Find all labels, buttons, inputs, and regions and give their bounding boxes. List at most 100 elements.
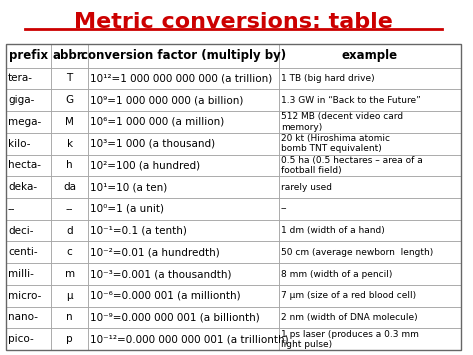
Text: d: d bbox=[66, 225, 73, 236]
Text: 10⁻²=0.01 (a hundredth): 10⁻²=0.01 (a hundredth) bbox=[90, 247, 219, 257]
Text: deka-: deka- bbox=[8, 182, 37, 192]
Bar bbox=[6, 307, 52, 328]
Bar bbox=[52, 285, 88, 307]
Bar bbox=[52, 89, 88, 111]
Bar bbox=[279, 220, 461, 241]
Bar bbox=[88, 111, 279, 133]
Bar bbox=[88, 328, 279, 350]
Bar bbox=[88, 241, 279, 263]
Bar bbox=[6, 241, 52, 263]
Text: da: da bbox=[63, 182, 76, 192]
Text: --: -- bbox=[280, 204, 287, 213]
Text: 7 μm (size of a red blood cell): 7 μm (size of a red blood cell) bbox=[280, 291, 416, 300]
Bar bbox=[6, 133, 52, 154]
Bar bbox=[279, 44, 461, 67]
Bar bbox=[279, 263, 461, 285]
Text: milli-: milli- bbox=[8, 269, 34, 279]
Bar bbox=[279, 111, 461, 133]
Bar bbox=[6, 89, 52, 111]
Text: n: n bbox=[66, 312, 73, 322]
Bar bbox=[52, 67, 88, 89]
Text: 10¹²=1 000 000 000 000 (a trillion): 10¹²=1 000 000 000 000 (a trillion) bbox=[90, 73, 272, 83]
Text: micro-: micro- bbox=[8, 291, 41, 301]
Bar bbox=[52, 111, 88, 133]
Bar bbox=[52, 241, 88, 263]
Bar bbox=[88, 220, 279, 241]
Text: 10⁰=1 (a unit): 10⁰=1 (a unit) bbox=[90, 204, 164, 214]
Text: 1.3 GW in “Back to the Future”: 1.3 GW in “Back to the Future” bbox=[280, 96, 420, 105]
Text: M: M bbox=[65, 117, 74, 127]
Text: conversion factor (multiply by): conversion factor (multiply by) bbox=[81, 49, 286, 62]
Text: abbr.: abbr. bbox=[53, 49, 87, 62]
Bar bbox=[279, 89, 461, 111]
Bar bbox=[6, 154, 52, 176]
Text: tera-: tera- bbox=[8, 73, 33, 83]
Bar bbox=[52, 176, 88, 198]
Text: nano-: nano- bbox=[8, 312, 38, 322]
Text: deci-: deci- bbox=[8, 225, 34, 236]
Text: 0.5 ha (0.5 hectares – area of a
football field): 0.5 ha (0.5 hectares – area of a footbal… bbox=[280, 156, 422, 175]
Text: --: -- bbox=[66, 204, 73, 214]
Bar bbox=[88, 285, 279, 307]
Text: 10⁻³=0.001 (a thousandth): 10⁻³=0.001 (a thousandth) bbox=[90, 269, 231, 279]
Text: 20 kt (Hiroshima atomic
bomb TNT equivalent): 20 kt (Hiroshima atomic bomb TNT equival… bbox=[280, 134, 390, 153]
Bar bbox=[6, 44, 461, 350]
Bar bbox=[279, 154, 461, 176]
Bar bbox=[279, 67, 461, 89]
Bar bbox=[52, 263, 88, 285]
Text: T: T bbox=[67, 73, 73, 83]
Text: hecta-: hecta- bbox=[8, 160, 41, 170]
Text: 10³=1 000 (a thousand): 10³=1 000 (a thousand) bbox=[90, 139, 215, 149]
Text: 512 MB (decent video card
memory): 512 MB (decent video card memory) bbox=[280, 112, 403, 132]
Text: kilo-: kilo- bbox=[8, 139, 30, 149]
Text: 10¹=10 (a ten): 10¹=10 (a ten) bbox=[90, 182, 167, 192]
Text: 2 nm (width of DNA molecule): 2 nm (width of DNA molecule) bbox=[280, 313, 417, 322]
Bar bbox=[6, 198, 52, 220]
Bar bbox=[6, 67, 52, 89]
Bar bbox=[88, 89, 279, 111]
Bar bbox=[6, 220, 52, 241]
Text: 10⁹=1 000 000 000 (a billion): 10⁹=1 000 000 000 (a billion) bbox=[90, 95, 243, 105]
Bar bbox=[279, 133, 461, 154]
Text: c: c bbox=[67, 247, 72, 257]
Text: h: h bbox=[66, 160, 73, 170]
Bar bbox=[6, 285, 52, 307]
Bar bbox=[52, 328, 88, 350]
Bar bbox=[279, 328, 461, 350]
Bar bbox=[88, 307, 279, 328]
Text: pico-: pico- bbox=[8, 334, 34, 344]
Text: 1 dm (width of a hand): 1 dm (width of a hand) bbox=[280, 226, 385, 235]
Bar bbox=[88, 67, 279, 89]
Text: 10⁻¹²=0.000 000 000 001 (a trillionth): 10⁻¹²=0.000 000 000 001 (a trillionth) bbox=[90, 334, 289, 344]
Text: G: G bbox=[66, 95, 74, 105]
Text: 10²=100 (a hundred): 10²=100 (a hundred) bbox=[90, 160, 200, 170]
Bar bbox=[279, 198, 461, 220]
Bar bbox=[6, 111, 52, 133]
Text: centi-: centi- bbox=[8, 247, 37, 257]
Text: Metric conversions: table: Metric conversions: table bbox=[74, 12, 393, 32]
Bar bbox=[88, 133, 279, 154]
Bar bbox=[88, 154, 279, 176]
Bar bbox=[6, 176, 52, 198]
Bar bbox=[279, 285, 461, 307]
Text: p: p bbox=[66, 334, 73, 344]
Text: 1 TB (big hard drive): 1 TB (big hard drive) bbox=[280, 74, 374, 83]
Text: giga-: giga- bbox=[8, 95, 34, 105]
Text: rarely used: rarely used bbox=[280, 182, 332, 192]
Bar bbox=[88, 176, 279, 198]
Bar bbox=[52, 154, 88, 176]
Text: 8 mm (width of a pencil): 8 mm (width of a pencil) bbox=[280, 269, 392, 279]
Text: 1 ps laser (produces a 0.3 mm
light pulse): 1 ps laser (produces a 0.3 mm light puls… bbox=[280, 329, 419, 349]
Bar bbox=[52, 133, 88, 154]
Text: 10⁶=1 000 000 (a million): 10⁶=1 000 000 (a million) bbox=[90, 117, 224, 127]
Bar bbox=[6, 263, 52, 285]
Bar bbox=[279, 176, 461, 198]
Text: example: example bbox=[342, 49, 398, 62]
Text: k: k bbox=[67, 139, 73, 149]
Bar bbox=[88, 198, 279, 220]
Text: 10⁻⁶=0.000 001 (a millionth): 10⁻⁶=0.000 001 (a millionth) bbox=[90, 291, 240, 301]
Text: 10⁻⁹=0.000 000 001 (a billionth): 10⁻⁹=0.000 000 001 (a billionth) bbox=[90, 312, 260, 322]
Bar bbox=[88, 263, 279, 285]
Text: μ: μ bbox=[66, 291, 73, 301]
Bar bbox=[6, 328, 52, 350]
